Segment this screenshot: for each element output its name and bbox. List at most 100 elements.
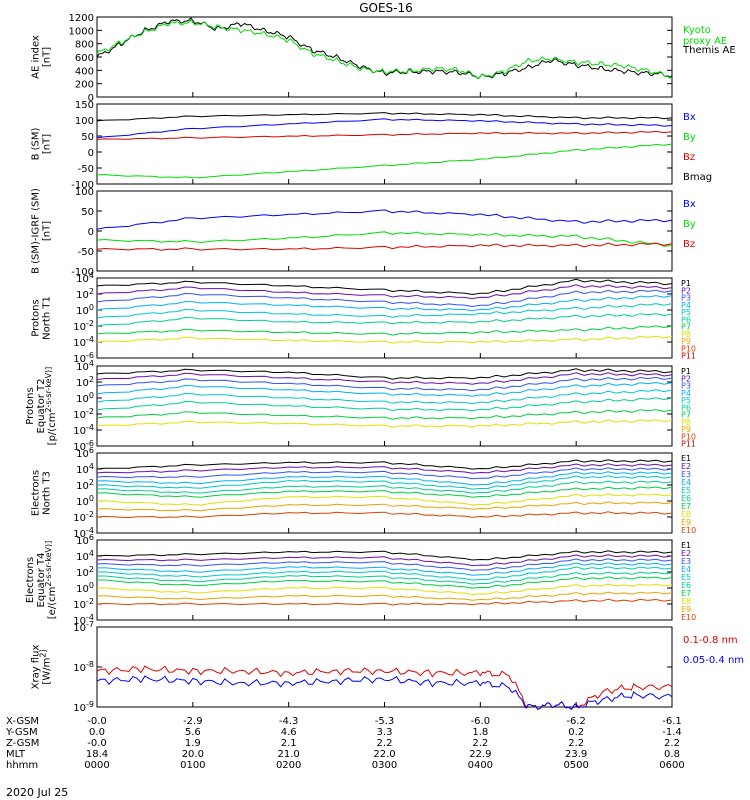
y-tick-label: -50 [78,164,94,175]
y-tick-label: 100 [75,116,94,127]
channel-label: P7 [681,411,691,420]
series-line [96,493,673,506]
y-tick-label: 0 [88,227,94,238]
y-axis-label: [nT] [42,134,53,154]
ephem-value: 0400 [468,760,493,771]
legend-label: proxy AE [683,36,727,47]
panel-xray: 10-7 10-8 10-9 Xray flux [W/m2] 0.1-0.8 nm 0.0… [31,620,745,714]
channel-label: E6 [681,581,691,590]
panel-pt2: 104 102 100 10-2 10-4 10-6 Protons Equator T2 [p… [25,359,696,453]
ephem-value: 1.9 [185,738,201,749]
y-axis-label: [W/m2] [39,649,53,684]
y-tick-label: 100 [76,581,94,595]
channel-label: P1 [681,279,691,288]
y-tick-label: 10-2 [73,597,94,611]
y-tick-label: 100 [76,303,94,317]
channel-label: E7 [681,502,691,511]
ephem-value: 0300 [372,760,397,771]
legend-label: Kyoto [683,25,711,36]
series-line [96,284,673,300]
ephem-value: -1.4 [662,727,682,738]
channel-label: P3 [681,294,691,303]
ephem-value: -5.3 [375,716,395,727]
ephem-value: 5.6 [185,727,201,738]
series-line [96,665,673,711]
channel-label: P8 [681,418,691,427]
channel-label: E10 [681,526,696,535]
y-axis-label: [nT] [42,221,53,241]
channel-label: P2 [681,286,691,295]
y-axis-label: Equator T2 [36,379,47,434]
ephem-value: 21.0 [278,749,300,760]
channel-label: E6 [681,494,691,503]
y-tick-label: -100 [71,267,94,278]
ephem-value: 22.9 [469,749,491,760]
channel-label: E4 [681,565,691,574]
channel-label: E1 [681,454,691,463]
ephem-value: -0.0 [87,738,107,749]
y-tick-label: 10-8 [73,660,94,674]
channel-label: P11 [681,352,696,361]
channel-label: E1 [681,541,691,550]
series-line [96,511,673,519]
legend-label: Bz [683,152,695,163]
ephem-value: 20.0 [182,749,204,760]
ephem-value: -6.2 [566,716,586,727]
legend-label: Themis AE [682,45,736,56]
channel-label: E9 [681,605,691,614]
series-line [96,130,673,140]
series-line [96,376,673,392]
channel-label: P9 [681,425,691,434]
series-line [96,459,673,470]
channel-label: E2 [681,549,691,558]
channel-label: E8 [681,510,691,519]
series-line [96,463,673,474]
y-tick-label: 50 [81,132,94,143]
ephem-value: 0000 [84,760,109,771]
ephem-value: 2.2 [568,738,584,749]
series-line [96,368,673,380]
y-tick-label: 104 [76,359,94,373]
legend-label: 0.1-0.8 nm [683,635,738,646]
channel-label: E9 [681,518,691,527]
ephem-value: 0500 [563,760,588,771]
channel-label: E8 [681,597,691,606]
ephem-value: -0.0 [87,716,107,727]
ephem-row-label: Z-GSM [6,738,39,749]
series-line [96,17,673,80]
channel-label: P5 [681,396,691,405]
y-axis-label: North T3 [42,471,53,515]
ephem-value: 0.0 [89,727,105,738]
y-tick-label: 100 [76,494,94,508]
y-tick-label: 10-6 [73,439,94,453]
ephem-row-label: X-GSM [6,716,39,727]
y-tick-label: 104 [76,462,94,476]
series-line [96,419,673,428]
channel-label: P11 [681,440,696,449]
ephem-value: 0600 [659,760,684,771]
ephem-value: 2.2 [377,738,393,749]
y-tick-label: 106 [76,533,94,547]
channel-label: P5 [681,308,691,317]
ephem-value: 2.1 [281,738,297,749]
series-line [96,583,673,596]
y-tick-label: -50 [78,247,94,258]
y-tick-label: 600 [75,53,94,64]
y-tick-label: 102 [76,287,94,301]
series-line [96,325,673,336]
y-axis-label: Xray flux [31,645,42,690]
y-axis-label: AE index [31,35,42,79]
y-axis-label: Electrons [31,470,42,516]
y-tick-label: 10-4 [73,423,94,437]
ephem-value: -4.3 [279,716,299,727]
series-line [96,501,673,512]
y-axis-label: Equator T4 [36,553,47,608]
channel-label: E5 [681,486,691,495]
y-tick-label: 10-2 [73,510,94,524]
panel-frame [96,626,673,708]
channel-label: P3 [681,382,691,391]
y-tick-label: 10-2 [73,407,94,421]
series-line [96,675,673,711]
channel-label: E3 [681,470,691,479]
